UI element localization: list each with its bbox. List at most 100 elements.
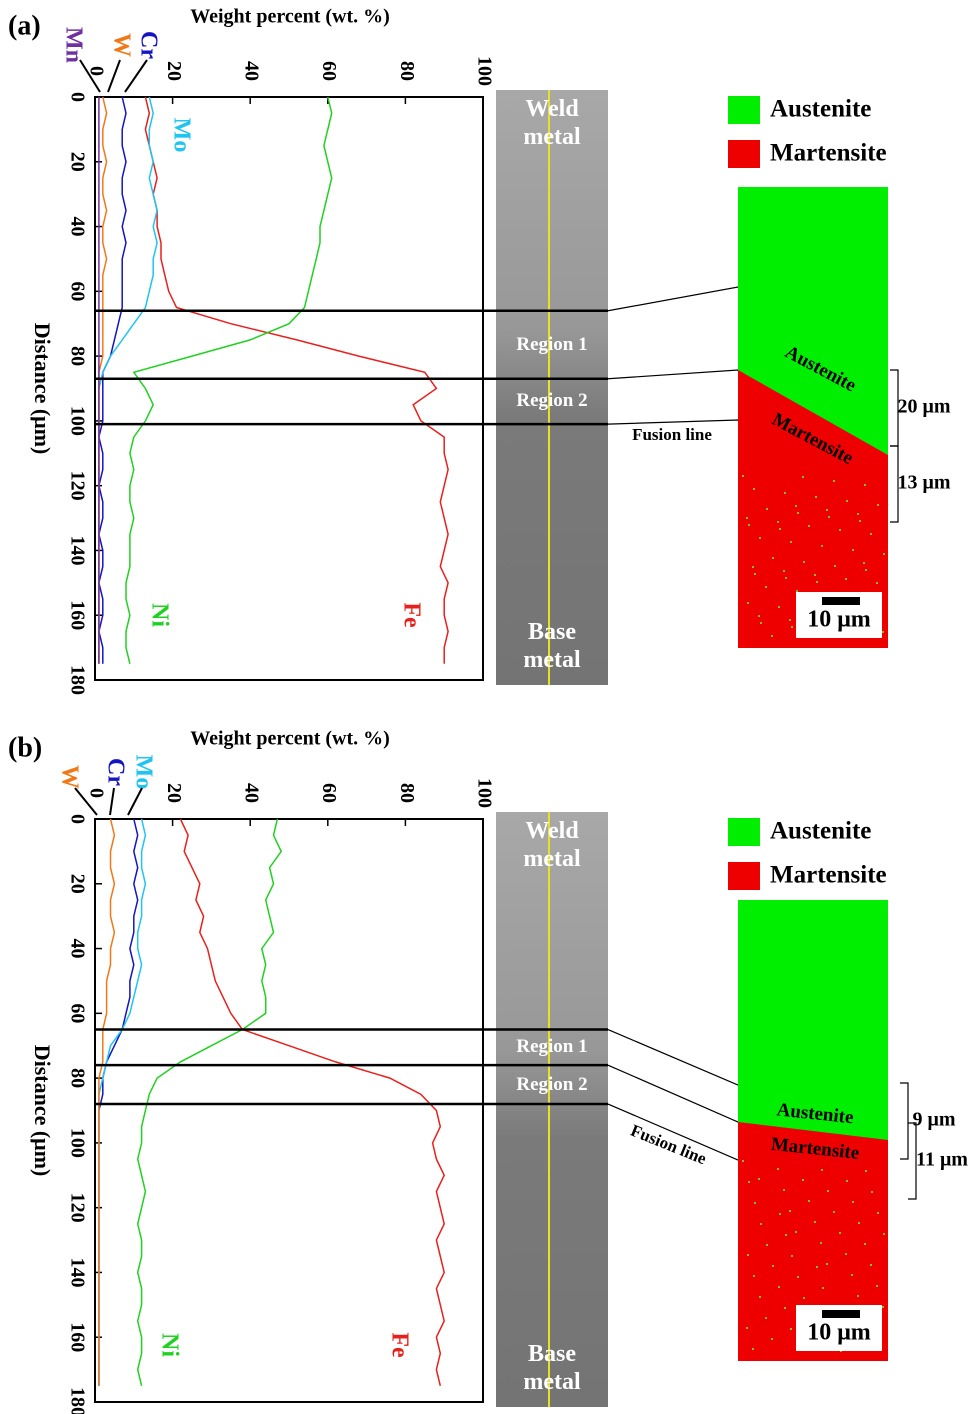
map-speck	[748, 524, 750, 526]
line-series	[179, 818, 446, 1386]
panel-label: (b)	[8, 732, 42, 763]
map-speck	[765, 1317, 767, 1319]
map-speck	[833, 480, 835, 482]
bracket	[900, 1082, 909, 1160]
map-speck	[882, 631, 884, 633]
map-speck	[753, 1275, 755, 1277]
map-speck	[742, 1160, 744, 1162]
y-tick-label: 20	[66, 874, 88, 894]
map-speck	[752, 1348, 754, 1350]
fusion-line-label: Fusion line	[628, 1121, 710, 1169]
map-speck	[845, 578, 847, 580]
label-arrow	[124, 59, 148, 93]
map-speck	[771, 635, 773, 637]
x-tick-label: 20	[163, 61, 185, 81]
series-label: W	[56, 765, 82, 789]
map-speck	[864, 1243, 866, 1245]
map-speck	[778, 606, 780, 608]
y-tick-label: 20	[66, 152, 88, 172]
map-speck	[822, 1287, 824, 1289]
y-tick-label: 0	[66, 92, 88, 102]
map-speck	[846, 1180, 848, 1182]
line-series	[98, 96, 158, 664]
map-speck	[783, 570, 785, 572]
map-speck	[857, 1295, 859, 1297]
series-label: Ni	[156, 1333, 182, 1357]
label-arrow	[127, 787, 143, 816]
map-speck	[789, 619, 791, 621]
map-speck	[748, 1181, 750, 1183]
map-speck	[857, 513, 859, 515]
y-tick-label: 0	[66, 814, 88, 824]
map-speck	[760, 1223, 762, 1225]
label-arrow	[79, 59, 101, 93]
micrograph	[496, 812, 608, 1407]
x-tick-label: 0	[85, 788, 107, 798]
x-tick-label: 100	[473, 778, 495, 808]
map-speck	[870, 533, 872, 535]
scale-bar-label: 10 μm	[807, 607, 871, 633]
x-tick-label: 20	[163, 783, 185, 803]
map-speck	[754, 1202, 756, 1204]
legend-swatch	[728, 818, 760, 846]
map-speck	[795, 1231, 797, 1233]
map-speck	[766, 508, 768, 510]
label-arrow	[74, 787, 98, 816]
map-speck	[790, 541, 792, 543]
y-tick-label: 180	[66, 665, 88, 695]
x-tick-label: 80	[396, 783, 418, 803]
legend-label: Austenite	[770, 96, 871, 123]
map-speck	[784, 1307, 786, 1309]
map-speck	[859, 520, 861, 522]
phase-map-martensite	[738, 1122, 888, 1361]
x-tick-label: 60	[318, 61, 340, 81]
micrograph-label: Base metal	[523, 1341, 581, 1395]
line-series	[98, 818, 147, 1386]
map-speck	[871, 1191, 873, 1193]
map-speck	[777, 1168, 779, 1170]
label-arrow	[107, 59, 121, 93]
map-speck	[784, 492, 786, 494]
thickness-label: 9 μm	[913, 1109, 956, 1131]
map-speck	[821, 1169, 823, 1171]
x-tick-label: 40	[241, 783, 263, 803]
micrograph-label: Region 1	[516, 333, 588, 355]
y-tick-label: 40	[66, 217, 88, 237]
map-speck	[803, 1297, 805, 1299]
map-speck	[746, 1327, 748, 1329]
y-tick-label: 120	[66, 471, 88, 501]
legend-label: Austenite	[770, 818, 871, 845]
bracket	[890, 445, 899, 523]
phase-map-martensite	[738, 370, 888, 648]
series-label: W	[108, 33, 134, 57]
map-speck	[771, 1338, 773, 1340]
series-label: Fe	[386, 1332, 412, 1358]
map-speck	[839, 1232, 841, 1234]
fusion-line-label: Fusion line	[632, 425, 712, 444]
map-speck	[777, 521, 779, 523]
line-series	[98, 96, 127, 664]
y-tick-label: 60	[66, 281, 88, 301]
map-speck	[826, 1263, 828, 1265]
map-speck	[803, 561, 805, 563]
map-speck	[779, 528, 781, 530]
scale-bar	[822, 597, 860, 605]
map-speck	[759, 537, 761, 539]
y-tick-label: 160	[66, 600, 88, 630]
label-arrow	[109, 787, 115, 816]
map-speck	[814, 1221, 816, 1223]
line-series	[136, 818, 283, 1386]
map-speck	[791, 626, 793, 628]
y-tick-label: 60	[66, 1003, 88, 1023]
map-speck	[816, 581, 818, 583]
map-speck	[876, 1285, 878, 1287]
map-speck	[815, 496, 817, 498]
micrograph-label: Weld metal	[523, 818, 581, 872]
micrograph-label: Region 2	[516, 1073, 588, 1095]
map-speck	[827, 1190, 829, 1192]
series-label: Mn	[60, 27, 86, 63]
map-speck	[797, 1276, 799, 1278]
y-tick-label: 100	[66, 1128, 88, 1158]
map-speck	[828, 516, 830, 518]
map-speck	[802, 1179, 804, 1181]
